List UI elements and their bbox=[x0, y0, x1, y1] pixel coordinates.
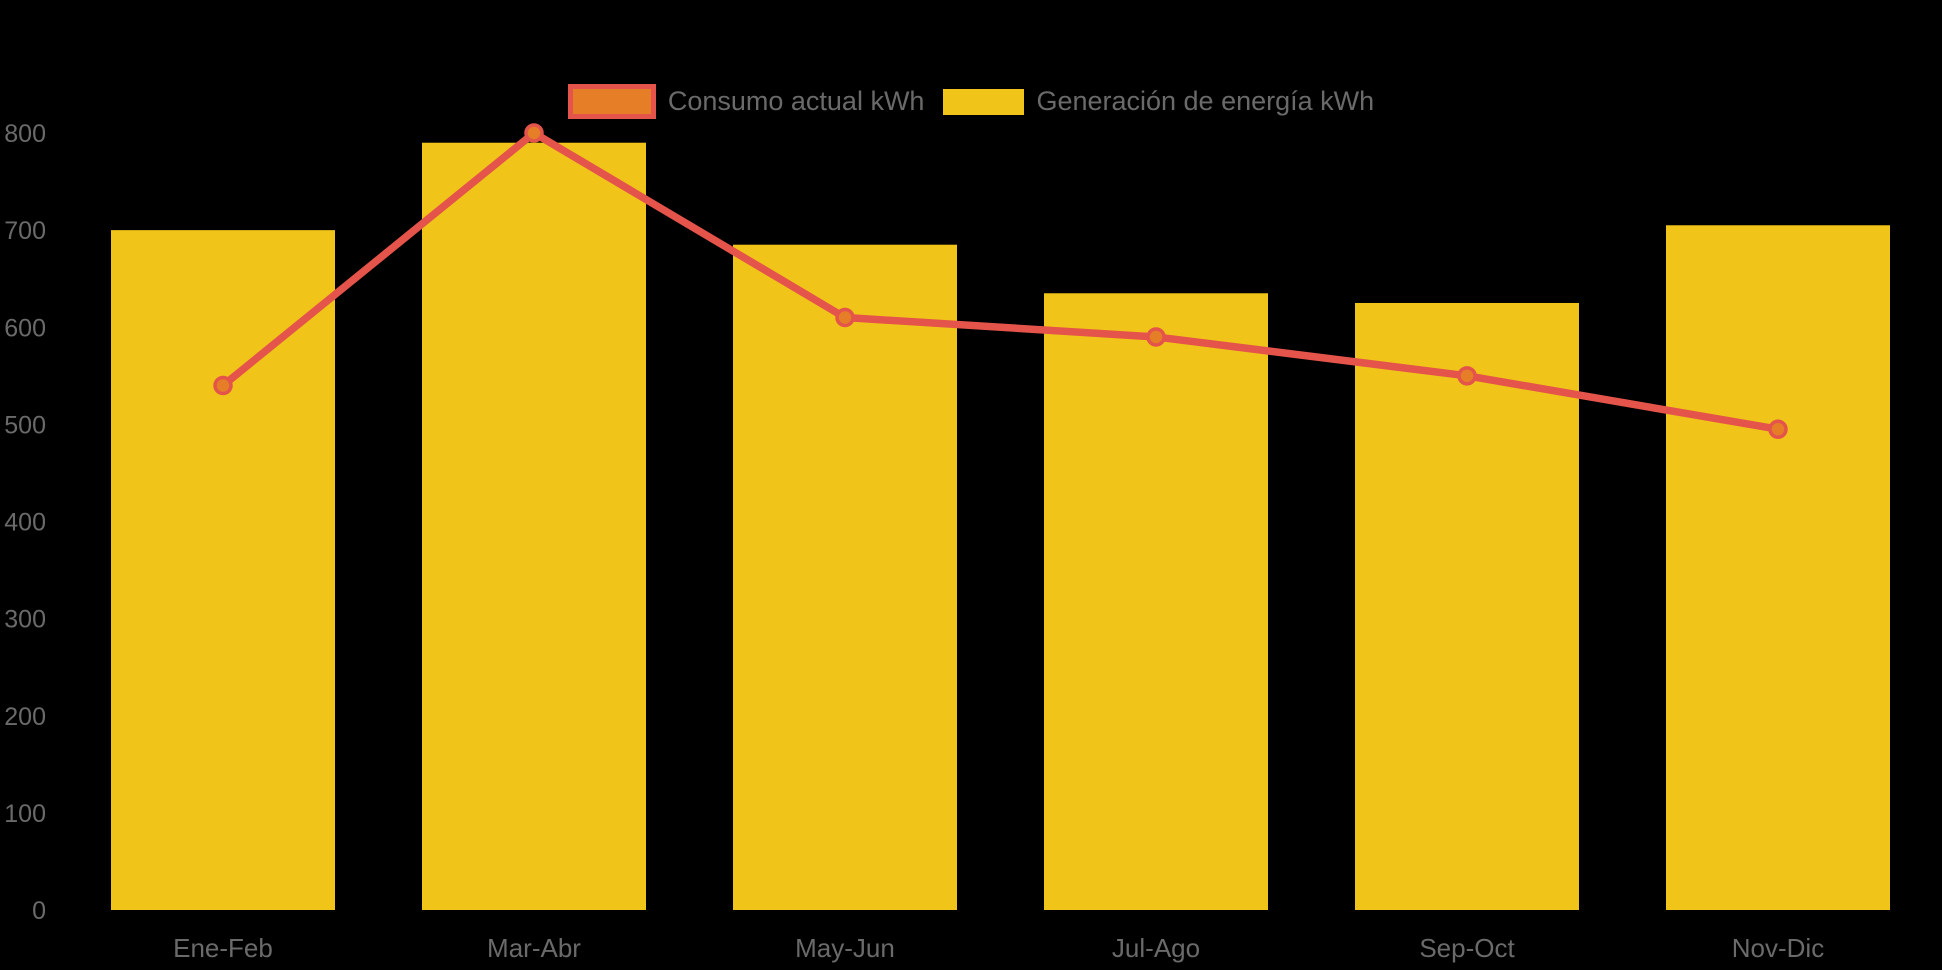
legend-item-consumo[interactable]: Consumo actual kWh bbox=[567, 84, 925, 119]
legend-label-consumo: Consumo actual kWh bbox=[667, 86, 925, 116]
generation-bar bbox=[733, 244, 957, 911]
consumption-point bbox=[1768, 419, 1788, 439]
consumption-point bbox=[213, 375, 233, 396]
y-tick-label: 0 bbox=[32, 897, 46, 925]
x-category-label: Nov-Dic bbox=[1732, 933, 1824, 963]
x-category-label: Mar-Abr bbox=[487, 933, 581, 963]
y-tick-label: 100 bbox=[4, 800, 46, 828]
generacion-swatch-icon bbox=[943, 88, 1025, 115]
generation-bar bbox=[422, 142, 646, 910]
generation-bar bbox=[111, 230, 335, 910]
generation-bar bbox=[1666, 225, 1890, 911]
y-tick-label: 200 bbox=[4, 703, 46, 731]
consumption-point bbox=[1146, 327, 1166, 347]
consumo-swatch-icon bbox=[567, 84, 656, 119]
legend-label-generacion: Generación de energía kWh bbox=[1036, 86, 1375, 116]
x-category-label: Ene-Feb bbox=[173, 933, 273, 963]
consumption-point bbox=[835, 307, 855, 328]
consumption-line bbox=[219, 129, 1782, 433]
consumption-point bbox=[1457, 366, 1477, 386]
x-category-label: Sep-Oct bbox=[1419, 933, 1515, 963]
x-category-label: Jul-Ago bbox=[1112, 933, 1200, 963]
y-tick-label: 700 bbox=[4, 217, 46, 245]
chart-legend: Consumo actual kWh Generación de energía… bbox=[0, 84, 1942, 119]
generation-bar bbox=[1355, 302, 1579, 910]
y-tick-label: 500 bbox=[4, 411, 46, 439]
generation-bar bbox=[1044, 293, 1268, 911]
y-tick-label: 400 bbox=[4, 509, 46, 537]
y-tick-label: 600 bbox=[4, 314, 46, 342]
y-tick-label: 300 bbox=[4, 606, 46, 634]
legend-item-generacion[interactable]: Generación de energía kWh bbox=[943, 86, 1374, 117]
consumption-point bbox=[524, 123, 544, 143]
y-tick-label: 800 bbox=[4, 120, 46, 148]
x-category-label: May-Jun bbox=[795, 933, 895, 963]
